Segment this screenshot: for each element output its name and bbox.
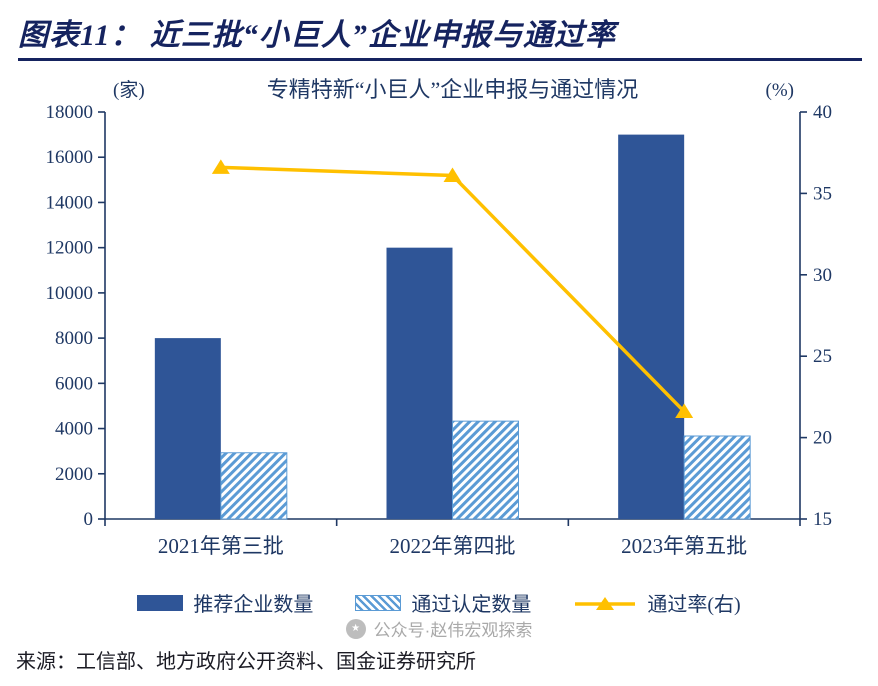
y-left-tick-label: 4000	[55, 419, 93, 440]
bar-recommended-2	[618, 134, 685, 519]
legend-label-approved: 通过认定数量	[411, 594, 532, 616]
y-right-tick-label: 25	[813, 346, 832, 367]
legend-item-recommended: 推荐企业数量	[137, 588, 313, 617]
y-left-tick-label: 8000	[55, 328, 93, 349]
chart-title: 专精特新“小巨人”企业申报与通过情况	[267, 77, 639, 102]
y-right-tick-label: 15	[813, 509, 832, 530]
wechat-account-logo-icon: ★	[345, 618, 366, 639]
x-axis-label-0: 2021年第三批	[158, 534, 284, 558]
bar-recommended-1	[386, 247, 453, 519]
y-right-tick-label: 40	[813, 102, 832, 123]
y-left-tick-label: 6000	[55, 373, 93, 394]
watermark: ★ 公众号·赵伟宏观探索	[0, 616, 878, 641]
y-right-tick-label: 20	[813, 428, 832, 449]
y-left-tick-label: 2000	[55, 464, 93, 485]
y-left-tick-label: 12000	[46, 238, 94, 259]
bar-approved-2	[683, 435, 751, 520]
source-note: 来源：工信部、地方政府公开资料、国金证券研究所	[16, 651, 476, 673]
y-left-tick-label: 14000	[46, 192, 94, 213]
y-right-tick-label: 30	[813, 265, 832, 286]
bar-recommended-0	[154, 338, 221, 519]
title-divider	[18, 58, 862, 61]
y-left-tick-label: 10000	[46, 283, 94, 304]
left-axis-unit: (家)	[113, 79, 145, 101]
watermark-text: 公众号·赵伟宏观探索	[373, 621, 533, 640]
chart-legend: 推荐企业数量 通过认定数量 通过率(右)	[0, 588, 878, 617]
x-axis-label-2: 2023年第五批	[621, 534, 747, 558]
pass-rate-marker-2	[675, 403, 694, 419]
y-left-tick-label: 18000	[46, 102, 94, 123]
bar-line-chart: (家) 专精特新“小巨人”企业申报与通过情况 (%) 0 2000 4000 6000 800…	[46, 77, 833, 558]
y-right-tick-label: 35	[813, 183, 832, 204]
y-left-tick-label: 16000	[46, 147, 94, 168]
legend-item-passrate: 通过率(右)	[573, 588, 741, 617]
legend-swatch-line-marker	[575, 596, 636, 610]
bar-approved-0	[220, 452, 288, 520]
pass-rate-marker-0	[211, 159, 230, 174]
legend-swatch-solid-bar	[137, 594, 184, 611]
x-axis-label-1: 2022年第四批	[390, 534, 516, 558]
figure-title: 图表11： 近三批“小巨人”企业申报与通过率	[18, 19, 616, 52]
pass-rate-marker-1	[443, 167, 462, 182]
legend-label-passrate: 通过率(右)	[647, 594, 741, 616]
right-axis-unit: (%)	[766, 80, 794, 101]
legend-label-recommended: 推荐企业数量	[193, 594, 314, 616]
legend-item-approved: 通过认定数量	[355, 588, 531, 617]
bar-approved-1	[452, 420, 519, 520]
legend-swatch-hatched-bar	[355, 594, 402, 611]
y-left-tick-label: 0	[84, 509, 94, 530]
